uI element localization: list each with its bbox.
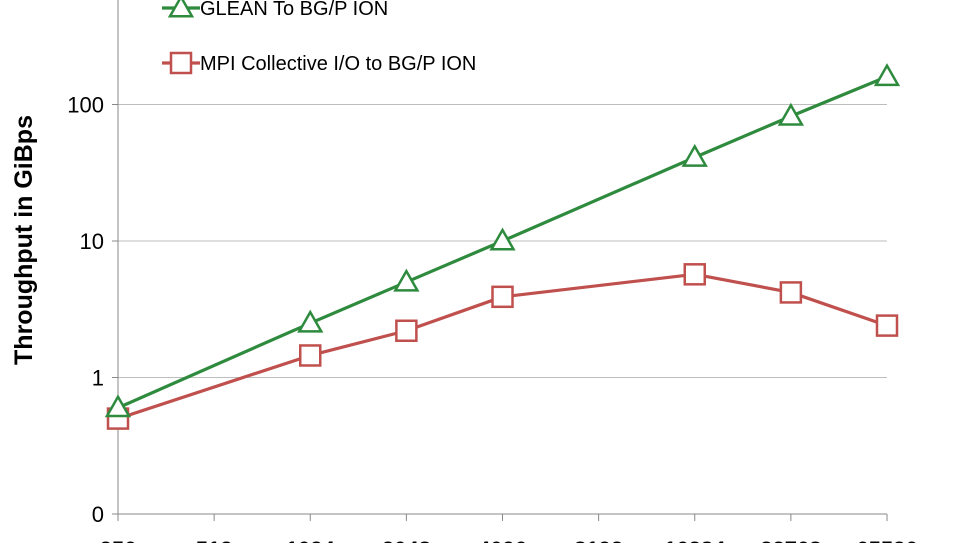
data-point bbox=[492, 230, 514, 249]
data-point bbox=[877, 316, 897, 336]
data-point bbox=[781, 282, 801, 302]
data-point bbox=[876, 66, 898, 85]
y-tick-label: 1 bbox=[92, 366, 104, 391]
legend-label: MPI Collective I/O to BG/P ION bbox=[200, 53, 476, 75]
y-tick-label: 0 bbox=[92, 502, 104, 527]
legend-marker bbox=[171, 53, 191, 73]
x-tick-label: 256 bbox=[100, 537, 137, 543]
data-point bbox=[107, 397, 129, 416]
y-tick-label: 10 bbox=[80, 229, 104, 254]
legend-item: GLEAN To BG/P ION bbox=[162, 0, 388, 20]
data-point bbox=[395, 271, 417, 290]
x-tick-label: 2048 bbox=[382, 537, 431, 543]
data-point bbox=[780, 105, 802, 124]
legend: GLEAN To BG/P ION MPI Collective I/O to B… bbox=[162, 0, 476, 75]
x-tick-label: 4096 bbox=[478, 537, 527, 543]
y-tick-label: 100 bbox=[67, 93, 104, 118]
x-tick-label: 8192 bbox=[574, 537, 623, 543]
data-point bbox=[684, 146, 706, 165]
x-tick-label: 16384 bbox=[664, 537, 726, 543]
data-point bbox=[396, 321, 416, 341]
series-mpi bbox=[108, 264, 897, 428]
x-tick-label: 65536 bbox=[856, 537, 917, 543]
legend-item: MPI Collective I/O to BG/P ION bbox=[162, 53, 476, 75]
data-point bbox=[493, 287, 513, 307]
series-group bbox=[107, 66, 898, 429]
data-point bbox=[299, 312, 321, 331]
data-point bbox=[300, 345, 320, 365]
x-tick-label: 1024 bbox=[286, 537, 336, 543]
legend-marker bbox=[170, 0, 192, 16]
data-point bbox=[685, 264, 705, 284]
x-tick-label: 32768 bbox=[760, 537, 821, 543]
x-tick-label: 512 bbox=[196, 537, 233, 543]
y-axis-title: Throughput in GiBps bbox=[10, 115, 38, 365]
legend-label: GLEAN To BG/P ION bbox=[200, 0, 388, 20]
y-tick-labels: 0 1 10 100 bbox=[67, 0, 118, 527]
x-tick-labels: 256 512 1024 2048 4096 8192 16384 32768 65536 bbox=[100, 514, 918, 543]
